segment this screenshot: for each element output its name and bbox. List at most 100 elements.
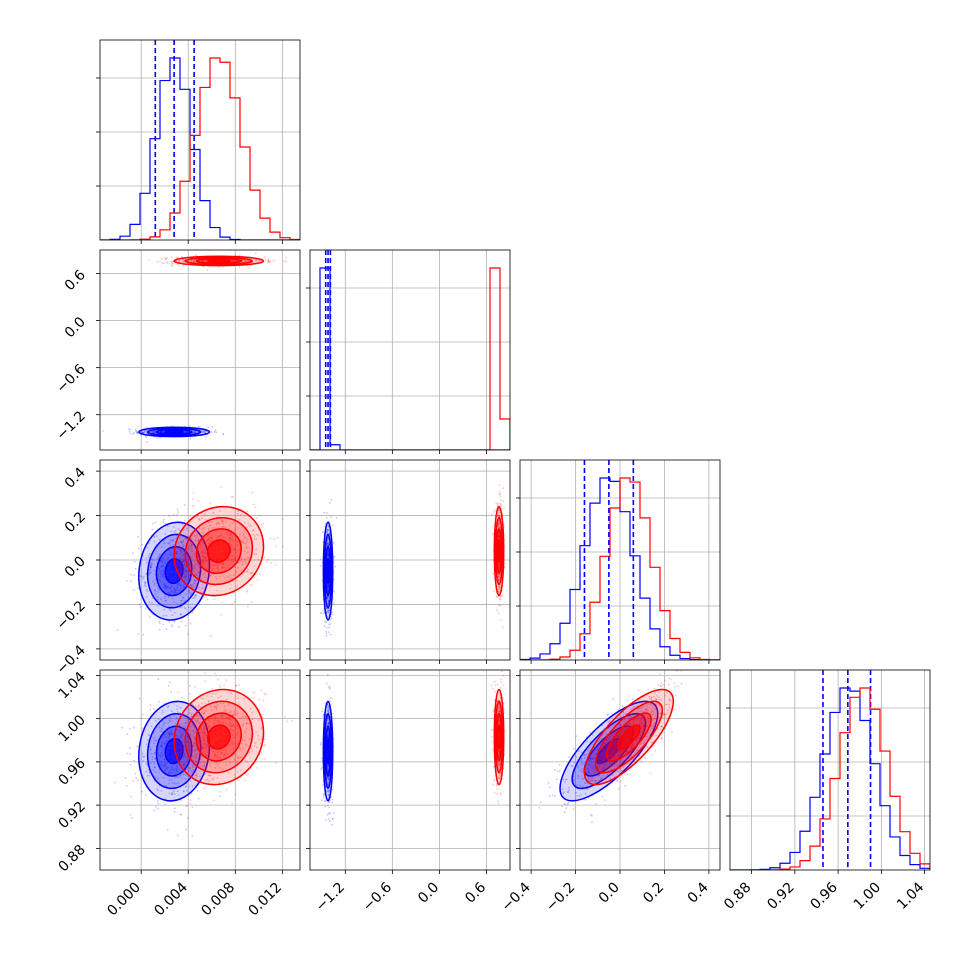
scatter-point xyxy=(229,534,232,537)
scatter-point xyxy=(231,729,233,731)
scatter-point xyxy=(327,583,329,586)
scatter-point xyxy=(143,576,145,578)
scatter-point xyxy=(196,574,199,577)
x-tick-label: 0.008 xyxy=(198,880,238,920)
scatter-point xyxy=(236,761,238,764)
scatter-point xyxy=(202,751,205,754)
scatter-point xyxy=(330,617,333,620)
scatter-point xyxy=(234,557,237,559)
scatter-point xyxy=(498,536,501,539)
scatter-point xyxy=(172,526,175,528)
scatter-point xyxy=(172,534,175,536)
scatter-point xyxy=(170,261,172,263)
scatter-point xyxy=(194,581,197,584)
scatter-point xyxy=(176,790,179,792)
scatter-point xyxy=(181,597,184,599)
scatter-point xyxy=(502,487,505,490)
scatter-point xyxy=(183,563,186,565)
scatter-point xyxy=(230,583,232,586)
scatter-point xyxy=(205,552,208,555)
scatter-point xyxy=(168,734,171,736)
histogram-series-1 xyxy=(310,267,510,450)
scatter-point xyxy=(202,727,205,730)
scatter-point xyxy=(498,585,501,587)
scatter-point xyxy=(230,555,233,557)
scatter-point xyxy=(176,551,179,554)
scatter-point xyxy=(166,740,169,742)
scatter-point xyxy=(326,789,329,792)
scatter-point xyxy=(203,764,206,766)
scatter-point xyxy=(327,781,330,784)
scatter-point xyxy=(245,722,248,725)
scatter-point xyxy=(236,756,239,758)
density-contour xyxy=(322,700,334,802)
scatter-point xyxy=(158,622,161,625)
scatter-point xyxy=(199,425,201,428)
scatter-point xyxy=(242,534,245,537)
scatter-point xyxy=(237,731,240,734)
scatter-point xyxy=(502,778,505,780)
scatter-point xyxy=(179,549,182,552)
scatter-point xyxy=(202,595,204,598)
scatter-point xyxy=(241,739,244,742)
scatter-point xyxy=(189,584,192,587)
scatter-point xyxy=(195,756,197,759)
scatter-point xyxy=(228,527,230,530)
scatter-point xyxy=(327,585,330,588)
scatter-point xyxy=(227,711,230,714)
scatter-point xyxy=(206,744,209,746)
scatter-point xyxy=(327,704,330,707)
scatter-point xyxy=(180,599,182,602)
scatter-point xyxy=(183,763,186,766)
scatter-point xyxy=(246,761,249,764)
scatter-point xyxy=(246,547,249,549)
scatter-point xyxy=(190,792,193,795)
scatter-point xyxy=(165,573,168,576)
scatter-point xyxy=(160,756,163,758)
scatter-point xyxy=(188,565,190,567)
scatter-point xyxy=(168,779,171,782)
scatter-point xyxy=(264,744,267,746)
scatter-point xyxy=(161,262,164,264)
scatter-point xyxy=(235,734,238,737)
scatter-point xyxy=(144,430,147,432)
scatter-point xyxy=(233,712,236,714)
scatter-point xyxy=(253,565,256,568)
scatter-point xyxy=(171,624,174,626)
panel-content xyxy=(520,460,720,660)
scatter-point xyxy=(154,766,157,769)
scatter-point xyxy=(196,719,199,721)
scatter-point xyxy=(321,710,323,713)
scatter-point xyxy=(159,559,162,562)
scatter-point xyxy=(229,711,232,714)
scatter-point xyxy=(212,778,215,781)
scatter-point xyxy=(244,260,247,263)
scatter-point xyxy=(194,742,197,745)
scatter-point xyxy=(203,712,206,715)
scatter-point xyxy=(171,792,173,795)
scatter-point xyxy=(147,739,149,741)
scatter-point xyxy=(148,733,150,736)
scatter-point xyxy=(237,510,240,513)
scatter-point xyxy=(177,528,180,530)
scatter-point xyxy=(185,740,188,743)
scatter-point xyxy=(493,590,496,593)
scatter-point xyxy=(161,575,163,578)
scatter-point xyxy=(193,566,196,569)
panel-2-1 xyxy=(306,459,511,664)
scatter-point xyxy=(169,586,171,589)
scatter-point xyxy=(199,775,201,778)
scatter-point xyxy=(197,425,200,428)
scatter-point xyxy=(209,575,212,577)
scatter-point xyxy=(257,718,260,721)
scatter-point xyxy=(242,747,245,749)
scatter-point xyxy=(210,709,213,711)
scatter-point xyxy=(130,580,133,583)
scatter-point xyxy=(246,551,249,553)
scatter-point xyxy=(225,717,228,719)
scatter-point xyxy=(193,430,195,432)
scatter-point xyxy=(186,741,189,744)
scatter-point xyxy=(146,774,149,777)
scatter-point xyxy=(204,541,207,544)
scatter-point xyxy=(153,766,156,769)
